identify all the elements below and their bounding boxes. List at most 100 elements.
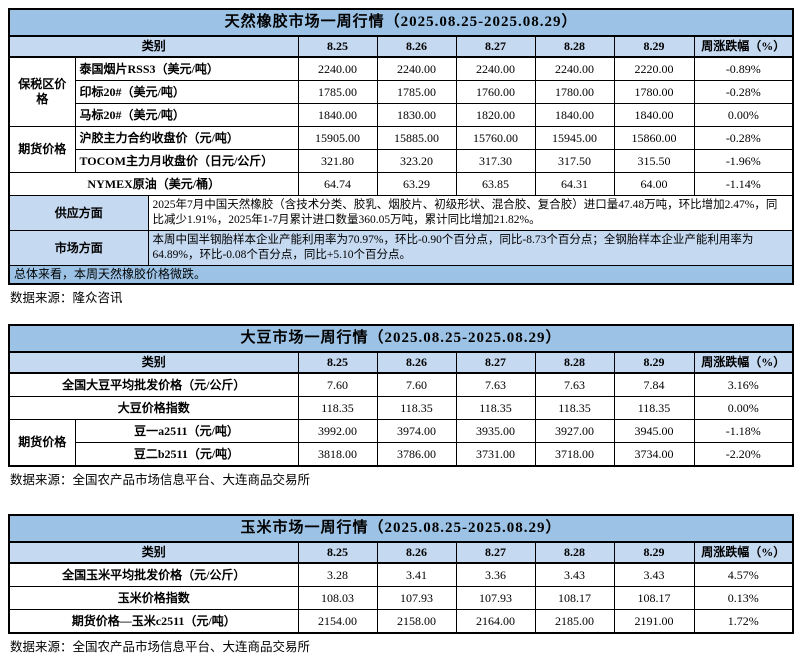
value-cell: 2240.00 <box>534 56 615 81</box>
column-header-date: 8.27 <box>455 351 536 374</box>
column-header-date: 8.26 <box>376 351 457 374</box>
column-header-date: 8.26 <box>376 35 457 58</box>
value-cell: 317.50 <box>534 149 615 173</box>
column-header-category: 类别 <box>8 35 299 58</box>
change-cell: -2.20% <box>693 442 794 467</box>
value-cell: 3718.00 <box>534 442 615 467</box>
value-cell: 1840.00 <box>534 103 615 127</box>
value-cell: 7.63 <box>534 372 615 397</box>
value-cell: 118.35 <box>534 396 615 420</box>
value-cell: 1780.00 <box>534 80 615 104</box>
value-cell: 3.43 <box>534 562 615 587</box>
summary-row: 总体来看，本周天然橡胶价格微跌。 <box>8 265 794 285</box>
value-cell: 1830.00 <box>376 103 457 127</box>
value-cell: 2164.00 <box>455 609 536 634</box>
value-cell: 1840.00 <box>297 103 378 127</box>
value-cell: 7.63 <box>455 372 536 397</box>
value-cell: 3818.00 <box>297 442 378 467</box>
value-cell: 107.93 <box>376 586 457 610</box>
change-cell: -0.28% <box>693 126 794 150</box>
value-cell: 63.29 <box>376 172 457 196</box>
row-label: 玉米价格指数 <box>8 586 299 610</box>
row-label: 泰国烟片RSS3（美元/吨） <box>74 56 299 81</box>
row-label: 印标20#（美元/吨） <box>74 80 299 104</box>
row-label: 马标20#（美元/吨） <box>74 103 299 127</box>
column-header-date: 8.25 <box>297 351 378 374</box>
group-label-futures: 期货价格 <box>8 126 76 173</box>
supply-text: 2025年7月中国天然橡胶（含技术分类、胶乳、烟胶片、初级形状、混合胶、复合胶）… <box>147 195 794 231</box>
value-cell: 118.35 <box>613 396 695 420</box>
column-header-category: 类别 <box>8 351 299 374</box>
value-cell: 1780.00 <box>613 80 695 104</box>
value-cell: 15905.00 <box>297 126 378 150</box>
table-row: 印标20#（美元/吨） 1785.00 1785.00 1760.00 1780… <box>9 80 794 104</box>
table-row: 马标20#（美元/吨） 1840.00 1830.00 1820.00 1840… <box>9 103 794 127</box>
soybean-market-table: 大豆市场一周行情（2025.08.25-2025.08.29） 类别 8.25 … <box>8 324 795 467</box>
value-cell: 3.41 <box>376 562 457 587</box>
value-cell: 1840.00 <box>613 103 695 127</box>
value-cell: 315.50 <box>613 149 695 173</box>
value-cell: 3974.00 <box>376 419 457 443</box>
value-cell: 317.30 <box>455 149 536 173</box>
value-cell: 108.17 <box>613 586 695 610</box>
table-row: 全国大豆平均批发价格（元/公斤） 7.60 7.60 7.63 7.63 7.8… <box>8 372 794 397</box>
market-label: 市场方面 <box>8 230 149 266</box>
table-row: 期货价格 沪胶主力合约收盘价（元/吨） 15905.00 15885.00 15… <box>8 126 794 173</box>
table-row: 玉米价格指数 108.03 107.93 107.93 108.17 108.1… <box>8 586 794 610</box>
value-cell: 2185.00 <box>534 609 615 634</box>
change-cell: 0.00% <box>693 396 794 420</box>
value-cell: 1785.00 <box>376 80 457 104</box>
row-label: 豆一a2511（元/吨） <box>74 419 299 443</box>
value-cell: 3.28 <box>297 562 378 587</box>
value-cell: 3.43 <box>613 562 695 587</box>
value-cell: 3992.00 <box>297 419 378 443</box>
value-cell: 7.84 <box>613 372 695 397</box>
supply-row: 供应方面 2025年7月中国天然橡胶（含技术分类、胶乳、烟胶片、初级形状、混合胶… <box>8 195 794 231</box>
value-cell: 3734.00 <box>613 442 695 467</box>
table-row: 豆二b2511（元/吨） 3818.00 3786.00 3731.00 371… <box>9 442 794 467</box>
column-header-date: 8.27 <box>455 35 536 58</box>
column-header-date: 8.28 <box>534 35 615 58</box>
value-cell: 2240.00 <box>455 56 536 81</box>
value-cell: 3.36 <box>455 562 536 587</box>
value-cell: 7.60 <box>297 372 378 397</box>
value-cell: 15860.00 <box>613 126 695 150</box>
group-label-futures: 期货价格 <box>8 419 76 467</box>
column-header-date: 8.29 <box>613 541 695 564</box>
change-cell: -0.89% <box>693 56 794 81</box>
supply-label: 供应方面 <box>8 195 149 231</box>
row-label: NYMEX原油（美元/桶） <box>8 172 299 196</box>
column-header-change: 周涨跌幅（%） <box>693 351 794 374</box>
table-row: 全国玉米平均批发价格（元/公斤） 3.28 3.41 3.36 3.43 3.4… <box>8 562 794 587</box>
value-cell: 2220.00 <box>613 56 695 81</box>
value-cell: 15760.00 <box>455 126 536 150</box>
value-cell: 118.35 <box>455 396 536 420</box>
row-label: 大豆价格指数 <box>8 396 299 420</box>
value-cell: 63.85 <box>455 172 536 196</box>
group-label-bonded-zone: 保税区价格 <box>8 56 76 127</box>
table-title: 大豆市场一周行情（2025.08.25-2025.08.29） <box>8 324 794 353</box>
market-text: 本周中国半钢胎样本企业产能利用率为70.97%，环比-0.90个百分点，同比-8… <box>147 230 794 266</box>
column-header-date: 8.27 <box>455 541 536 564</box>
row-label: 期货价格—玉米c2511（元/吨） <box>8 609 299 634</box>
data-source-note: 数据来源：全国农产品市场信息平台、大连商品交易所 <box>10 640 311 654</box>
table-row: 保税区价格 泰国烟片RSS3（美元/吨） 2240.00 2240.00 224… <box>8 56 794 127</box>
table-title: 玉米市场一周行情（2025.08.25-2025.08.29） <box>8 514 794 543</box>
change-cell: 1.72% <box>693 609 794 634</box>
value-cell: 1760.00 <box>455 80 536 104</box>
data-source-note: 数据来源：全国农产品市场信息平台、大连商品交易所 <box>10 473 311 487</box>
value-cell: 64.31 <box>534 172 615 196</box>
row-label: 全国玉米平均批发价格（元/公斤） <box>8 562 299 587</box>
column-header-change: 周涨跌幅（%） <box>693 541 794 564</box>
value-cell: 1820.00 <box>455 103 536 127</box>
value-cell: 64.00 <box>613 172 695 196</box>
table-row: 期货价格—玉米c2511（元/吨） 2154.00 2158.00 2164.0… <box>8 609 794 634</box>
value-cell: 3935.00 <box>455 419 536 443</box>
value-cell: 3786.00 <box>376 442 457 467</box>
change-cell: -1.96% <box>693 149 794 173</box>
column-header-date: 8.28 <box>534 541 615 564</box>
column-header-change: 周涨跌幅（%） <box>693 35 794 58</box>
value-cell: 118.35 <box>376 396 457 420</box>
column-header-date: 8.25 <box>297 541 378 564</box>
